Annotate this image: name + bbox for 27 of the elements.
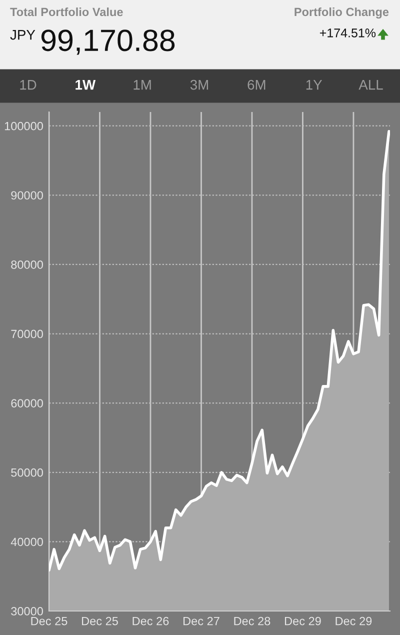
text: JPY [10,30,36,40]
y-tick-label: 90000 [11,191,43,200]
text: 6M [248,80,266,90]
x-tick-label: Dec 25 [82,616,118,626]
text: 1Y [306,80,322,90]
text: Portfolio Change [294,7,389,19]
y-tick-label: 30000 [11,607,43,616]
x-tick-label: Dec 29 [284,616,321,626]
x-tick-label: Dec 26 [132,616,169,626]
y-tick-label: 100000 [4,122,43,130]
text: 1W [76,80,96,90]
x-tick-label: Dec 28 [234,616,270,626]
x-tick-label: Dec 27 [184,616,220,626]
y-tick-label: 60000 [11,399,43,408]
y-tick-label: 40000 [10,538,43,546]
text: +174.51% [320,28,376,38]
y-tick-label: 70000 [11,330,43,338]
text: ALL [358,80,383,90]
text: 1M [134,80,151,90]
y-tick-label: 80000 [11,260,43,269]
text: 3M [190,80,208,90]
x-tick-label: Dec 29 [336,616,372,626]
chart-subtitle: 99,170.88 [41,30,175,55]
x-tick-label: Dec 25 [31,616,68,626]
y-tick-label: 50000 [11,468,43,477]
chart-title: Total Portfolio Value [10,8,123,16]
text: 1D [20,80,36,90]
